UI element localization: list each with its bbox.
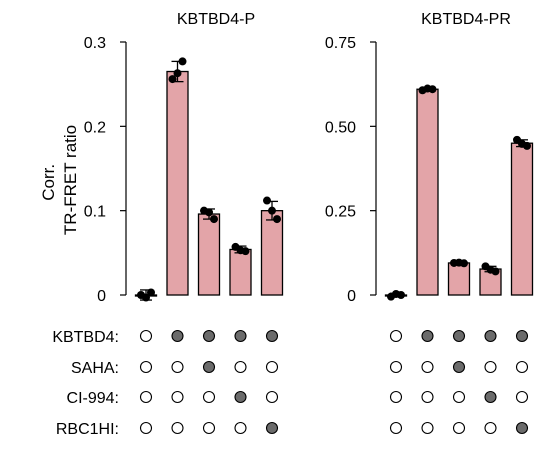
panel-2-condition-dot: [452, 390, 466, 404]
panel-2-condition-dot: [421, 329, 434, 343]
panel-1-condition-dot: [202, 329, 216, 343]
condition-row-label: CI-994:: [67, 390, 119, 407]
panel-2-condition-dot: [484, 329, 497, 343]
y-axis-title: Corr. TR-FRET ratio: [39, 125, 80, 235]
panel-2-replicate-point: [523, 141, 531, 150]
panel-1-condition-dot: [139, 421, 153, 435]
panel-1-condition-dot: [234, 421, 247, 435]
panel-1-condition-dot: [234, 360, 247, 374]
panel-2-y-tick-label: 0.50: [325, 119, 356, 136]
panel-2-condition-dot: [515, 390, 529, 404]
panel-2-bar: [416, 88, 439, 296]
panel-2-condition-dot: [421, 360, 434, 374]
panel-1-condition-dot: [202, 360, 216, 374]
panel-2-condition-dot: [389, 329, 403, 343]
panel-2-y-tick-label: 0.25: [325, 204, 356, 221]
panel-2-condition-dot: [484, 390, 497, 404]
panel-1-condition-dot: [171, 390, 184, 404]
panel-2-condition-dot: [452, 421, 466, 435]
panel-2-condition-dot: [421, 390, 434, 404]
y-axis-title-line2: TR-FRET ratio: [61, 125, 80, 235]
panel-1-y-tick-label: 0.1: [84, 204, 106, 221]
panel-1-replicate-point: [241, 247, 250, 256]
panel-1-condition-dot: [265, 390, 279, 404]
panel-2-condition-dot: [484, 360, 497, 374]
panel-1-condition-dot: [139, 360, 153, 374]
panel-2-y-tick-label: 0: [347, 288, 356, 305]
panel-1-condition-dot: [265, 360, 279, 374]
panel-2-replicate-point: [428, 85, 437, 94]
panel-2-replicate-point: [397, 291, 405, 299]
condition-row-label: RBC1HI:: [56, 421, 119, 438]
panel-1: KBTBD4-P 0 0.1 0.2 0.3: [84, 11, 284, 435]
panel-1-title: KBTBD4-P: [177, 11, 255, 28]
panel-2-condition-dot: [484, 421, 497, 435]
panel-1-condition-dot: [265, 421, 279, 435]
y-axis-title-line1: Corr.: [39, 164, 58, 201]
panel-1-bar: [260, 210, 284, 296]
panel-1-replicate-point: [273, 215, 281, 224]
panel-2-condition-dot: [389, 421, 403, 435]
panel-1-y-tick-label: 0.3: [84, 35, 106, 52]
panel-2-condition-dot: [452, 329, 466, 343]
panel-2-condition-dot: [452, 360, 466, 374]
condition-row-label: SAHA:: [71, 360, 119, 377]
panel-1-condition-dot: [139, 390, 153, 404]
panel-1-y-tick-label: 0.2: [84, 119, 106, 136]
panel-1-bar: [166, 70, 189, 296]
panel-1-condition-dot: [171, 360, 184, 374]
panel-2-y-tick-label: 0.75: [325, 35, 356, 52]
panel-1-condition-dot: [139, 329, 153, 343]
panel-2-bar: [447, 262, 471, 296]
panel-2-condition-dot: [421, 421, 434, 435]
panel-1-condition-dot: [171, 329, 184, 343]
panel-1-bar: [197, 213, 221, 296]
panel-2-bar: [510, 142, 534, 296]
panel-1-condition-dot: [171, 421, 184, 435]
panel-2-condition-dot: [515, 421, 529, 435]
panel-2-replicate-point: [460, 259, 468, 268]
panel-2-title: KBTBD4-PR: [421, 11, 511, 28]
panel-2-condition-dot: [389, 360, 403, 374]
panel-2-condition-dot: [515, 329, 529, 343]
panel-2: KBTBD4-PR 0 0.25 0.50 0.75: [325, 11, 534, 435]
panel-1-condition-dot: [234, 329, 247, 343]
panel-1-condition-dot: [265, 329, 279, 343]
panel-2-condition-dot: [389, 390, 403, 404]
condition-row-label: KBTBD4:: [52, 329, 119, 346]
panel-1-bar: [229, 248, 252, 296]
panel-1-replicate-point: [263, 196, 271, 205]
panel-1-condition-dot: [202, 390, 216, 404]
panel-1-condition-dot: [202, 421, 216, 435]
panel-1-y-tick-label: 0: [97, 288, 106, 305]
panel-1-condition-dot: [234, 390, 247, 404]
panel-2-condition-dot: [515, 360, 529, 374]
